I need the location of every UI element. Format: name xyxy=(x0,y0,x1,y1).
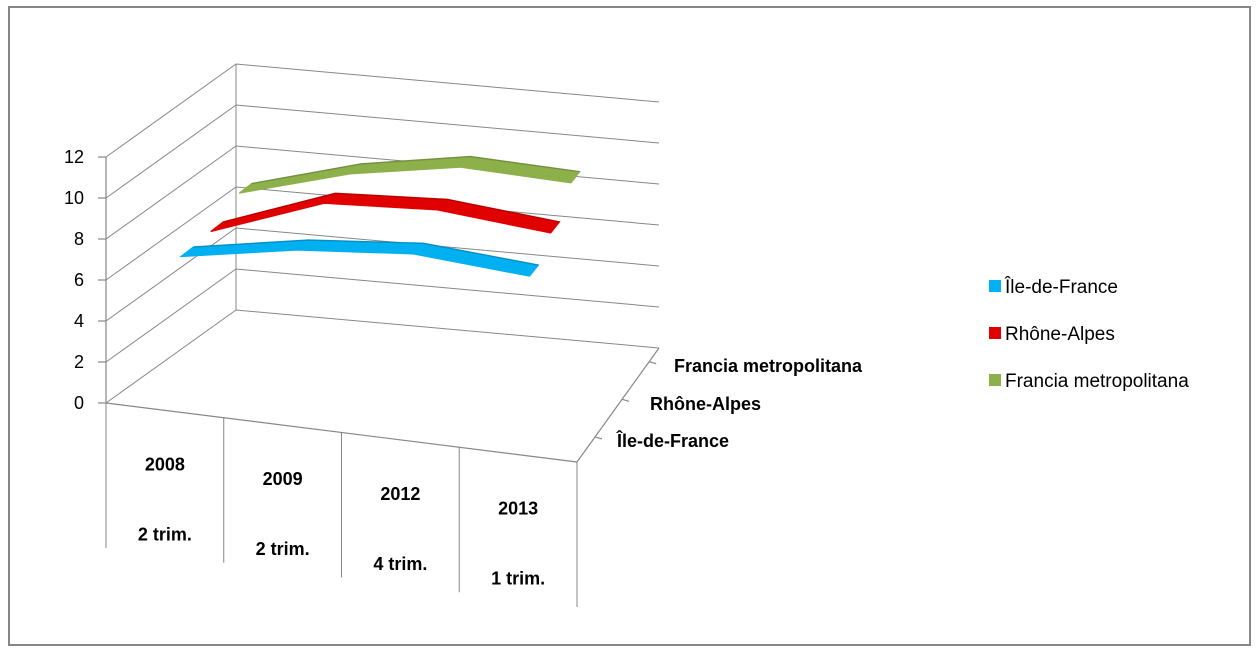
y-tick-label: 4 xyxy=(74,311,84,331)
depth-axis-line xyxy=(576,347,660,463)
series-ribbon xyxy=(238,155,581,194)
y-tick-label: 6 xyxy=(74,270,84,290)
x-axis-categories: 2008 2 trim. 2009 2 trim. 2012 4 trim. 2013 1 t… xyxy=(138,454,545,588)
category-period-label: 2 trim. xyxy=(138,524,192,544)
series-ribbon-edge xyxy=(222,192,560,223)
legend: Île-de-France Rhône-Alpes Francia metropol… xyxy=(989,276,1189,392)
depth-tick-mark xyxy=(594,436,603,440)
depth-axis-label: Rhône-Alpes xyxy=(650,394,761,414)
legend-swatch xyxy=(989,280,1001,292)
category-year-label: 2012 xyxy=(380,484,420,504)
chart-walls xyxy=(98,63,660,607)
depth-tick-mark xyxy=(648,361,657,365)
depth-tick-mark xyxy=(621,398,630,402)
legend-label: Île-de-France xyxy=(1004,276,1118,298)
series-ribbon xyxy=(179,239,540,277)
category-period-label: 4 trim. xyxy=(373,554,427,574)
y-tick-label: 12 xyxy=(64,147,84,167)
legend-label: Rhône-Alpes xyxy=(1005,324,1115,345)
category-year-label: 2013 xyxy=(498,499,538,519)
series-ribbon-edge xyxy=(193,239,539,266)
category-year-label: 2009 xyxy=(263,469,303,489)
series-ribbon xyxy=(210,192,561,234)
legend-swatch xyxy=(989,374,1001,386)
series-ribbon-edge xyxy=(251,155,580,185)
gridline xyxy=(105,145,660,240)
y-tick-label: 10 xyxy=(64,188,84,208)
legend-swatch xyxy=(989,327,1001,339)
gridline xyxy=(105,268,660,363)
depth-axis-labels: Francia metropolitana Rhône-Alpes Île-de-F… xyxy=(616,356,863,451)
gridline xyxy=(105,309,660,404)
category-period-label: 2 trim. xyxy=(256,539,310,559)
category-year-label: 2008 xyxy=(145,454,185,474)
series-ribbons xyxy=(179,155,581,277)
gridline xyxy=(105,63,660,158)
y-axis-ticks: 0 2 4 6 8 10 12 xyxy=(64,147,84,413)
category-period-label: 1 trim. xyxy=(491,569,545,589)
legend-label: Francia metropolitana xyxy=(1005,371,1189,392)
chart-area xyxy=(8,6,1251,646)
depth-axis-label: Île-de-France xyxy=(616,430,729,451)
y-tick-label: 2 xyxy=(74,352,84,372)
depth-axis-label: Francia metropolitana xyxy=(674,356,863,376)
y-tick-label: 0 xyxy=(74,393,84,413)
y-tick-label: 8 xyxy=(74,229,84,249)
gridline xyxy=(105,104,660,199)
